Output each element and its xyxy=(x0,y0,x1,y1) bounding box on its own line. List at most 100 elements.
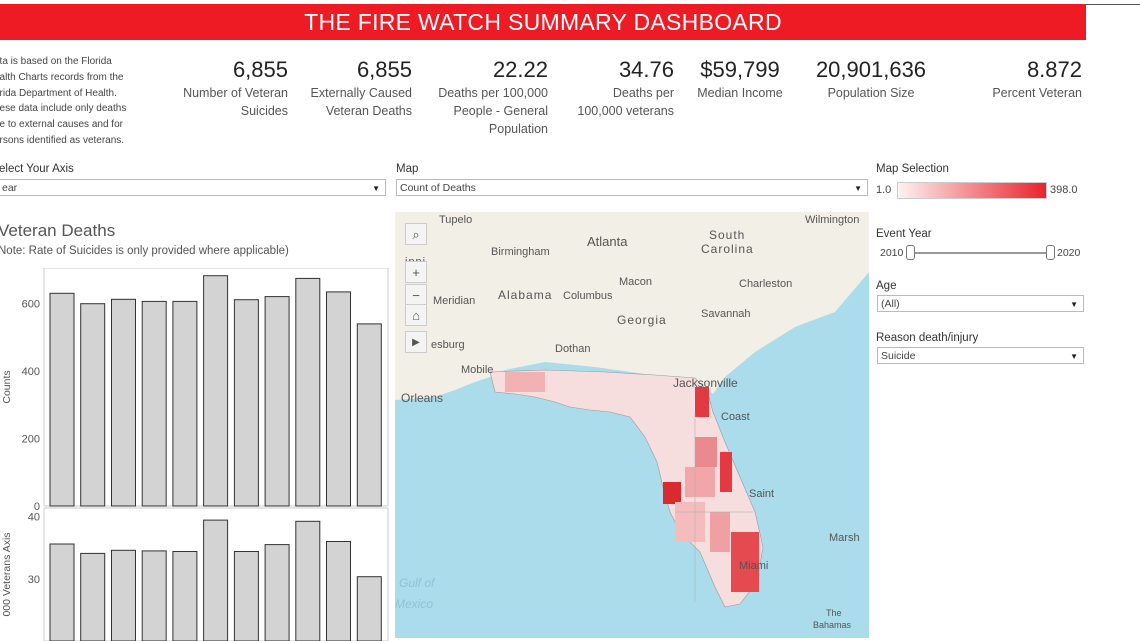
slider-handle-start[interactable] xyxy=(906,245,915,260)
bar xyxy=(326,291,351,507)
slider-handle-end[interactable] xyxy=(1046,245,1055,260)
dashboard-title: THE FIRE WATCH SUMMARY DASHBOARD xyxy=(0,4,1086,40)
map-label: Charleston xyxy=(739,278,793,290)
map-label: Macon xyxy=(619,276,653,288)
kpi-value: $59,799 xyxy=(700,57,780,82)
kpi-label: Externally Caused Veteran Deaths xyxy=(300,84,416,120)
land-mass xyxy=(395,212,869,400)
zoom-in-icon[interactable]: + xyxy=(405,261,427,283)
blurb-line: ealth Charts records from the xyxy=(0,71,124,83)
age-label: Age xyxy=(876,280,897,292)
map-select[interactable]: Count of Deaths ▼ xyxy=(396,179,868,196)
chevron-down-icon: ▼ xyxy=(854,184,862,193)
bar xyxy=(172,551,198,641)
map-label: Jacksonville xyxy=(673,376,738,390)
bar xyxy=(111,549,136,641)
kpi-label: Number of Veteran Suicides xyxy=(172,84,292,120)
kpi-label-line: Externally Caused xyxy=(310,86,412,100)
bar xyxy=(141,550,167,641)
bar xyxy=(141,300,167,507)
kpi-label-line: Number of Veteran xyxy=(183,86,288,100)
map-label: Alabama xyxy=(498,288,553,302)
kpi-value: 8.872 xyxy=(1026,57,1082,82)
kpi-label-line: Veteran Deaths xyxy=(325,104,412,118)
axis-select[interactable]: ear ▼ xyxy=(0,179,386,196)
kpi-median-income: $59,799 Median Income xyxy=(690,56,790,102)
bar xyxy=(295,277,321,507)
y-tick-label: 0 xyxy=(34,501,40,513)
kpi-general-rate: 22.22 Deaths per 100,000 People - Genera… xyxy=(426,56,550,138)
y-tick-label: 200 xyxy=(22,434,40,446)
y-tick-label: 40 xyxy=(28,511,40,523)
map-label: Meridian xyxy=(433,295,476,307)
map-canvas xyxy=(395,212,869,608)
map-label: Atlanta xyxy=(587,234,628,249)
bar-chart[interactable]: 0 200 400 600 Counts 30 40 000 Veterans Axis xyxy=(0,268,390,641)
kpi-label-line: Population Size xyxy=(827,86,915,100)
bar xyxy=(356,323,382,507)
map-label: esburg xyxy=(431,339,465,351)
map-label: Saint xyxy=(749,488,775,500)
bar xyxy=(264,544,290,641)
legend-gradient xyxy=(897,182,1047,199)
home-icon[interactable]: ⌂ xyxy=(405,304,427,326)
kpi-external-deaths: 6,855 Externally Caused Veteran Deaths xyxy=(300,56,416,120)
kpi-value: 6,855 xyxy=(356,57,412,82)
chart-panel-border xyxy=(43,507,389,641)
axis-select-label: elect Your Axis xyxy=(0,163,74,175)
bar xyxy=(295,520,321,641)
blurb-line: ersons identified as veterans. xyxy=(0,134,125,146)
chart-title: Veteran Deaths xyxy=(0,221,116,240)
zoom-out-icon[interactable]: − xyxy=(405,284,427,306)
kpi-veteran-rate: 34.76 Deaths per 100,000 veterans xyxy=(560,56,676,120)
reason-select[interactable]: Suicide ▼ xyxy=(877,347,1084,364)
search-icon[interactable]: ⌕ xyxy=(405,223,427,245)
kpi-veteran-suicides: 6,855 Number of Veteran Suicides xyxy=(172,56,292,120)
kpi-value: 34.76 xyxy=(618,57,674,82)
map-label: Marsh xyxy=(829,532,860,544)
y-axis-label: Counts xyxy=(1,370,13,403)
age-select[interactable]: (All) ▼ xyxy=(877,295,1084,312)
kpi-percent-veteran: 8.872 Percent Veteran xyxy=(976,56,1084,102)
chevron-down-icon: ▼ xyxy=(1070,300,1078,309)
kpi-label-line: 100,000 veterans xyxy=(577,104,674,118)
map-label: Wilmington xyxy=(805,214,860,226)
reason-label: Reason death/injury xyxy=(876,332,979,344)
y-axis-label: 000 Veterans Axis xyxy=(1,532,13,616)
event-year-max: 2020 xyxy=(1057,247,1081,259)
map-label: South xyxy=(709,228,746,242)
county-shading xyxy=(505,372,759,592)
bar xyxy=(49,292,75,507)
map-label: Savannah xyxy=(701,308,751,320)
chevron-down-icon: ▼ xyxy=(1070,352,1078,361)
blurb-line: ata is based on the Florida xyxy=(0,56,112,67)
color-legend: 1.0 398.0 xyxy=(876,182,1086,200)
chart-note: Note: Rate of Suicides is only provided … xyxy=(0,245,289,257)
kpi-label-line: Percent Veteran xyxy=(992,86,1082,100)
kpi-label: Median Income xyxy=(690,84,790,102)
y-tick-label: 400 xyxy=(22,366,40,378)
bar xyxy=(356,576,382,641)
kpi-label: Deaths per 100,000 veterans xyxy=(560,84,676,120)
kpi-label-line: Deaths per xyxy=(612,86,674,100)
blurb-line: ue to external causes and for xyxy=(0,119,123,131)
kpi-value: 20,901,636 xyxy=(815,57,927,82)
bar xyxy=(233,551,259,641)
bar xyxy=(326,541,351,641)
event-year-slider[interactable] xyxy=(910,252,1050,254)
map-label: The xyxy=(826,608,842,618)
axis-select-value: ear xyxy=(2,182,18,194)
kpi-label: Percent Veteran xyxy=(976,84,1084,102)
florida-map[interactable]: Tupelo Wilmington Birmingham Atlanta Sou… xyxy=(395,212,869,638)
kpi-label: Deaths per 100,000 People - General Popu… xyxy=(426,84,550,138)
map-select-label: Map xyxy=(396,163,419,175)
play-icon[interactable]: ▶ xyxy=(405,331,427,353)
age-select-value: (All) xyxy=(881,298,900,310)
bar xyxy=(80,303,106,507)
bar xyxy=(264,296,290,507)
legend-max: 398.0 xyxy=(1050,184,1078,196)
map-label: Georgia xyxy=(617,313,667,327)
data-description: ata is based on the Florida ealth Charts… xyxy=(0,54,154,149)
bar xyxy=(172,300,198,507)
y-tick-label: 30 xyxy=(28,574,40,586)
